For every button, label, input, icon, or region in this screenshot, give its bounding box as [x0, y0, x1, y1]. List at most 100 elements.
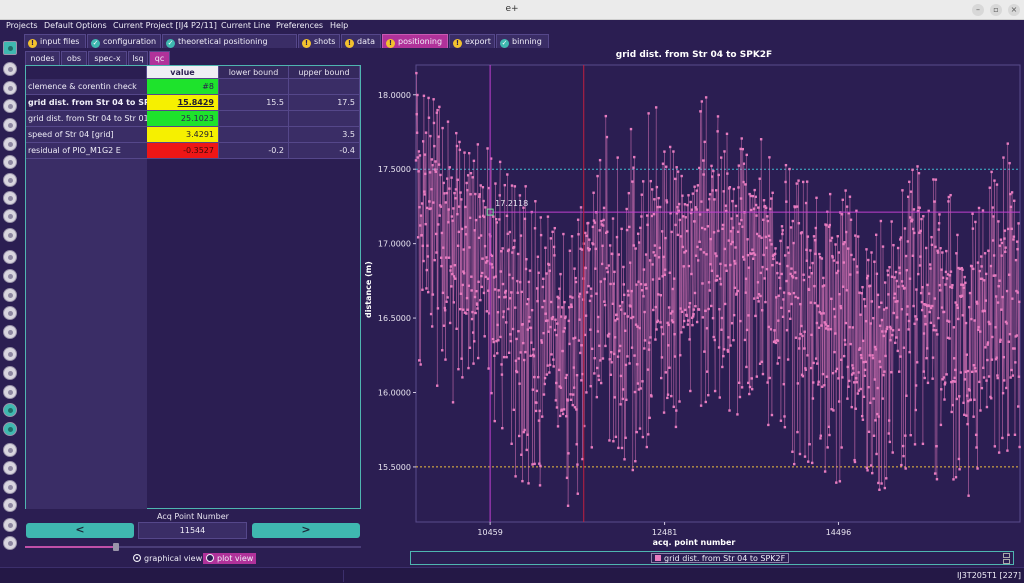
previous-button[interactable]: <: [26, 523, 134, 538]
header-value[interactable]: value: [147, 66, 219, 79]
data-point: [664, 236, 667, 240]
qc-upper-cell[interactable]: -0.4: [289, 143, 360, 159]
plot-view-radio[interactable]: plot view: [203, 553, 257, 564]
tab-input-files[interactable]: ! input files: [24, 34, 86, 48]
help-icon[interactable]: [3, 498, 17, 512]
save-icon[interactable]: [3, 81, 17, 95]
data-point: [489, 253, 492, 257]
play-icon[interactable]: [3, 347, 17, 361]
qc-value-cell[interactable]: #8: [147, 79, 219, 95]
tab-theoretical-positioning[interactable]: ✓ theoretical positioning: [162, 34, 297, 48]
qc-upper-cell[interactable]: [289, 79, 360, 95]
menu-current-line[interactable]: Current Line: [221, 21, 271, 30]
qc-lower-cell[interactable]: [219, 111, 289, 127]
list-icon[interactable]: [3, 155, 17, 169]
subtab-obs[interactable]: obs: [61, 51, 87, 65]
subtab-nodes[interactable]: nodes: [25, 51, 60, 65]
qc-value-cell[interactable]: -0.3527: [147, 143, 219, 159]
qc-row-label[interactable]: clemence & corentin check: [26, 79, 147, 95]
tab-export[interactable]: ! export: [449, 34, 495, 48]
legend-controls[interactable]: [1003, 553, 1011, 565]
layers-icon[interactable]: [3, 228, 17, 242]
data-point: [998, 244, 1002, 247]
tab-label: export: [465, 37, 491, 46]
qc-lower-cell[interactable]: -0.2: [219, 143, 289, 159]
stats-icon[interactable]: [3, 385, 17, 399]
filter-icon[interactable]: [3, 191, 17, 205]
chart-svg[interactable]: 15.5000 16.0000 16.5000 17.0000 17.5000 18.00…: [364, 48, 1024, 548]
data-point: [780, 272, 783, 276]
next-button[interactable]: >: [252, 523, 360, 538]
close-icon[interactable]: ×: [1008, 4, 1020, 16]
target-icon[interactable]: [3, 269, 17, 283]
data-point: [544, 246, 547, 249]
data-point: [556, 322, 559, 325]
acq-point-input[interactable]: 11544: [138, 522, 247, 539]
x-axis-label: acq. point number: [652, 538, 736, 547]
menu-help[interactable]: Help: [330, 21, 349, 30]
tab-binning[interactable]: ✓ binning: [496, 34, 549, 48]
qc-row-label[interactable]: speed of Str 04 [grid]: [26, 127, 147, 143]
tab-shots[interactable]: ! shots: [298, 34, 340, 48]
menu-preferences[interactable]: Preferences: [276, 21, 324, 30]
minimize-icon[interactable]: –: [972, 4, 984, 16]
qc-value-cell[interactable]: 25.1023: [147, 111, 219, 127]
qc-row-label[interactable]: grid dist. from Str 04 to Str 01: [26, 111, 147, 127]
qc-upper-cell[interactable]: 3.5: [289, 127, 360, 143]
subtab-qc[interactable]: qc: [149, 51, 170, 65]
menu-default-options[interactable]: Default Options: [44, 21, 107, 30]
header-upper-bound[interactable]: upper bound: [289, 66, 360, 79]
refresh-icon[interactable]: [3, 99, 17, 113]
data-point: [780, 225, 784, 228]
tab-positioning[interactable]: ! positioning: [382, 34, 448, 48]
qc-upper-cell[interactable]: [289, 111, 360, 127]
subtab-spec-x[interactable]: spec-x: [88, 51, 127, 65]
graphical-view-radio[interactable]: graphical view: [133, 553, 202, 564]
qc-row-label[interactable]: grid dist. from Str 04 to SPK2F: [26, 95, 147, 111]
network-icon[interactable]: [3, 209, 17, 223]
subtab-lsq[interactable]: lsq: [128, 51, 148, 65]
grid-icon[interactable]: [3, 173, 17, 187]
chart-icon[interactable]: [3, 306, 17, 320]
data-point: [688, 301, 692, 305]
qc-row-label[interactable]: residual of PIO_M1G2 E: [26, 143, 147, 159]
menu-current-project[interactable]: Current Project [IJ4 P2/11]: [113, 21, 217, 30]
header-lower-bound[interactable]: lower bound: [219, 66, 289, 79]
data-point: [607, 332, 611, 336]
tab-configuration[interactable]: ✓ configuration: [87, 34, 161, 48]
legend-item[interactable]: grid dist. from Str 04 to SPK2F: [651, 553, 790, 563]
search-icon[interactable]: [3, 403, 17, 417]
maximize-icon[interactable]: ▫: [990, 4, 1002, 16]
acq-slider[interactable]: [25, 543, 361, 551]
data-point: [539, 233, 543, 237]
tab-data[interactable]: ! data: [341, 34, 381, 48]
edit-icon[interactable]: [3, 250, 17, 264]
data-point: [755, 214, 758, 217]
settings-icon[interactable]: [3, 137, 17, 151]
log-icon[interactable]: [3, 518, 17, 532]
plot-area[interactable]: grid dist. from Str 04 to SPK2F distance…: [364, 48, 1024, 548]
menu-projects[interactable]: Projects: [6, 21, 38, 30]
quit-icon[interactable]: [3, 536, 17, 550]
qc-upper-cell[interactable]: 17.5: [289, 95, 360, 111]
step-icon[interactable]: [3, 366, 17, 380]
data-point: [674, 223, 677, 227]
export-icon[interactable]: [3, 443, 17, 457]
info-icon[interactable]: [3, 480, 17, 494]
qc-value-cell[interactable]: 3.4291: [147, 127, 219, 143]
table-icon[interactable]: [3, 325, 17, 339]
qc-value-cell[interactable]: 15.8429: [147, 95, 219, 111]
data-point: [927, 292, 931, 295]
slider-handle[interactable]: [112, 543, 119, 551]
print-icon[interactable]: [3, 461, 17, 475]
qc-lower-cell[interactable]: [219, 127, 289, 143]
zoom-icon[interactable]: [3, 422, 17, 436]
qc-lower-cell[interactable]: 15.5: [219, 95, 289, 111]
data-point: [434, 232, 438, 236]
map-icon[interactable]: [3, 288, 17, 302]
data-point: [805, 248, 808, 252]
qc-lower-cell[interactable]: [219, 79, 289, 95]
home-icon[interactable]: [3, 41, 17, 55]
download-icon[interactable]: [3, 118, 17, 132]
open-icon[interactable]: [3, 62, 17, 76]
